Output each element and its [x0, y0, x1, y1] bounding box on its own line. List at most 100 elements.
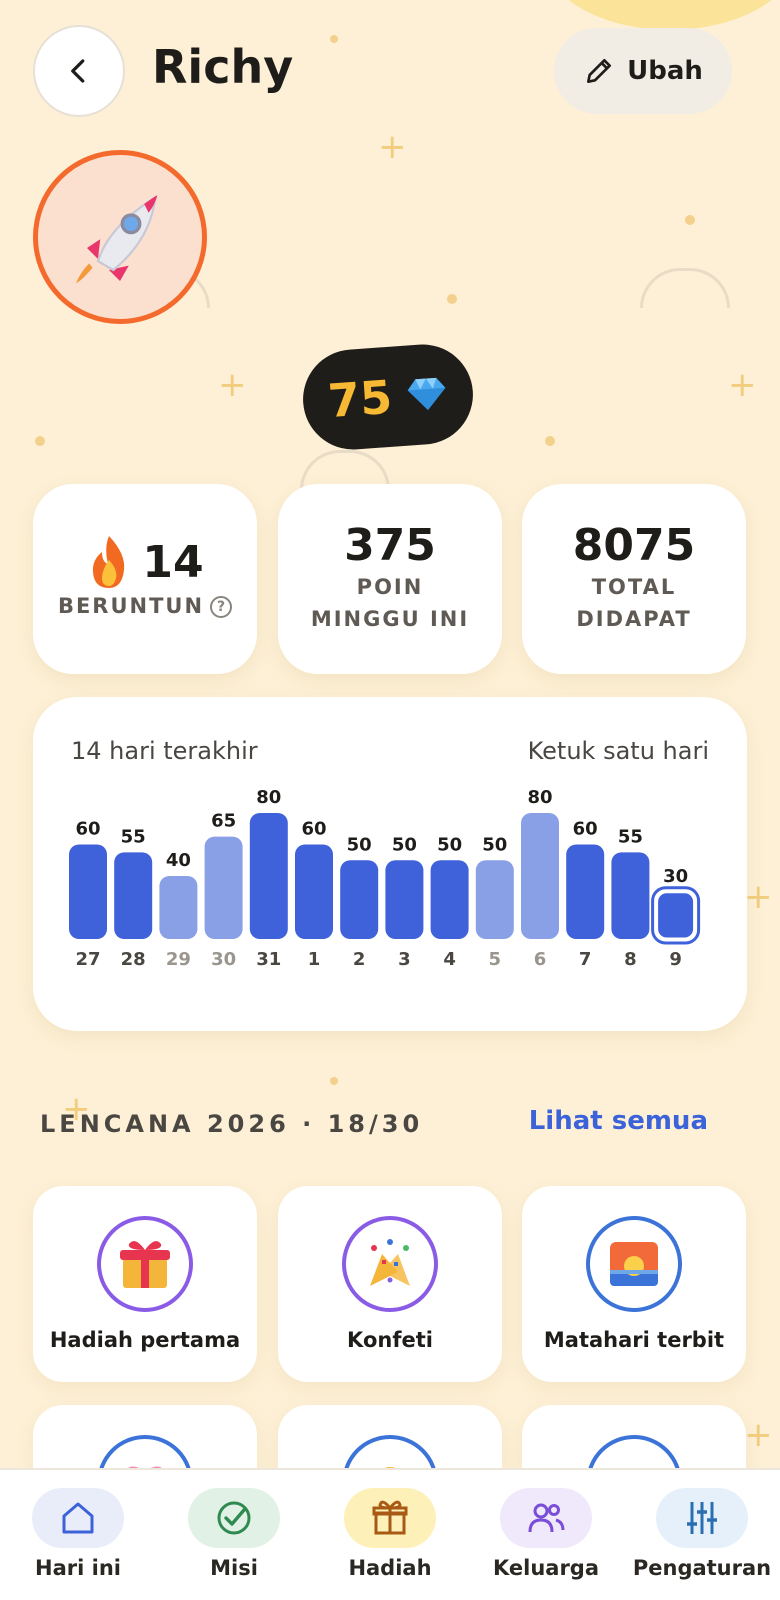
badge-icon-ring — [342, 1216, 438, 1312]
chart-day-label: 30 — [211, 949, 236, 970]
chart-bar[interactable] — [114, 852, 153, 939]
streak-value: 14 — [142, 536, 204, 588]
dot-decoration — [330, 35, 338, 43]
total-points-label: TOTAL DIDAPAT — [576, 575, 692, 631]
home-icon — [62, 1502, 94, 1534]
chart-hint: Ketuk satu hari — [527, 737, 709, 765]
edit-label: Ubah — [627, 56, 703, 86]
chart-value-label: 60 — [75, 819, 100, 840]
chart-day-label: 9 — [669, 949, 682, 970]
badge-icon-ring — [97, 1216, 193, 1312]
chart-day-label: 6 — [534, 949, 547, 970]
chart-bar[interactable] — [159, 876, 198, 939]
badge-card[interactable]: Hadiah pertama — [33, 1186, 257, 1382]
chart-bar[interactable] — [295, 844, 333, 940]
pencil-icon — [587, 59, 612, 83]
cloud-decoration — [640, 268, 730, 308]
chart-bar[interactable] — [249, 813, 288, 939]
nav-item-missions[interactable]: Misi — [164, 1488, 304, 1580]
sparkle-decoration: + — [728, 365, 757, 405]
fire-icon — [93, 536, 125, 588]
nav-pill — [656, 1488, 748, 1548]
chart-day-label: 1 — [308, 949, 321, 970]
badge-icon-ring — [586, 1216, 682, 1312]
badge-name: Konfeti — [347, 1328, 433, 1352]
bottom-nav: Hari ini Misi Hadiah Keluarga Pengaturan — [0, 1468, 780, 1600]
dot-decoration — [35, 436, 45, 446]
chart-day-label: 7 — [579, 949, 592, 970]
chart-day-label: 31 — [256, 949, 281, 970]
badges-section-title: LENCANA 2026 · 18/30 — [40, 1110, 424, 1138]
badge-card[interactable]: Matahari terbit — [522, 1186, 746, 1382]
edit-button[interactable]: Ubah — [554, 28, 732, 114]
gift-icon — [372, 1500, 408, 1535]
check-circle-icon — [217, 1501, 251, 1535]
chart-day-label: 28 — [121, 949, 146, 970]
chart-bar[interactable] — [566, 844, 605, 940]
nav-label: Pengaturan — [632, 1556, 772, 1580]
chart-day-label: 2 — [353, 949, 366, 970]
avatar[interactable] — [33, 150, 207, 324]
people-icon — [528, 1503, 565, 1533]
badge-name: Hadiah pertama — [49, 1328, 241, 1352]
confetti-icon — [370, 1239, 410, 1286]
chart-value-label: 50 — [437, 834, 462, 855]
chart-day-label: 5 — [489, 949, 502, 970]
chart-value-label: 55 — [121, 826, 146, 847]
page-title: Richy — [152, 40, 294, 94]
dot-decoration — [685, 215, 695, 225]
see-all-link[interactable]: Lihat semua — [528, 1106, 708, 1136]
nav-label: Hari ini — [35, 1556, 121, 1580]
chart-bar[interactable] — [204, 836, 243, 939]
chart-bar[interactable] — [655, 890, 697, 941]
chart-bar[interactable] — [430, 860, 469, 939]
week-points-card: 375 POIN MINGGU INI — [278, 484, 502, 674]
week-points-value: 375 — [344, 520, 436, 571]
chart-bar[interactable] — [385, 860, 424, 939]
total-points-value: 8075 — [572, 520, 696, 571]
chart-value-label: 80 — [256, 787, 281, 808]
rocket-icon — [76, 195, 158, 284]
streak-card[interactable]: 14 BERUNTUN? — [33, 484, 257, 674]
badge-card[interactable]: Konfeti — [278, 1186, 502, 1382]
chart-value-label: 60 — [301, 819, 326, 840]
selected-bar-outline — [651, 886, 701, 945]
chart-bar[interactable] — [475, 860, 514, 939]
chart-value-label: 55 — [618, 826, 643, 847]
chart-value-label: 50 — [347, 834, 372, 855]
chart-bar[interactable] — [340, 860, 379, 939]
nav-pill — [32, 1488, 124, 1548]
back-button[interactable] — [33, 25, 125, 117]
chart-title: 14 hari terakhir — [71, 737, 258, 765]
week-points-label: POIN MINGGU INI — [310, 575, 470, 631]
gem-balance: 75 — [299, 341, 477, 453]
dot-decoration — [330, 1077, 338, 1085]
diamond-icon — [407, 377, 446, 410]
nav-item-settings[interactable]: Pengaturan — [632, 1488, 772, 1580]
chart-bar[interactable] — [69, 844, 107, 940]
dot-decoration — [447, 294, 457, 304]
streak-label: BERUNTUN — [57, 594, 205, 618]
badge-name: Matahari terbit — [543, 1328, 725, 1352]
chart-bar[interactable] — [611, 852, 650, 939]
nav-item-family[interactable]: Keluarga — [476, 1488, 616, 1580]
nav-label: Keluarga — [492, 1556, 600, 1580]
help-icon[interactable]: ? — [210, 596, 233, 618]
chart-value-label: 50 — [482, 834, 507, 855]
chart-value-label: 50 — [392, 834, 417, 855]
chart-bar[interactable] — [521, 813, 559, 939]
sparkle-decoration: + — [378, 127, 407, 167]
gem-count: 75 — [326, 369, 394, 429]
nav-pill — [188, 1488, 280, 1548]
nav-item-rewards[interactable]: Hadiah — [320, 1488, 460, 1580]
chart-value-label: 40 — [166, 850, 191, 871]
sparkle-decoration: + — [744, 1415, 773, 1455]
nav-item-today[interactable]: Hari ini — [8, 1488, 148, 1580]
nav-pill — [344, 1488, 436, 1548]
gift-icon — [120, 1241, 170, 1288]
chevron-left-icon — [71, 59, 85, 83]
sparkle-decoration: + — [62, 1089, 91, 1129]
sparkle-decoration: + — [218, 365, 247, 405]
chart-value-label: 65 — [211, 811, 236, 832]
sparkle-decoration: + — [744, 877, 773, 917]
